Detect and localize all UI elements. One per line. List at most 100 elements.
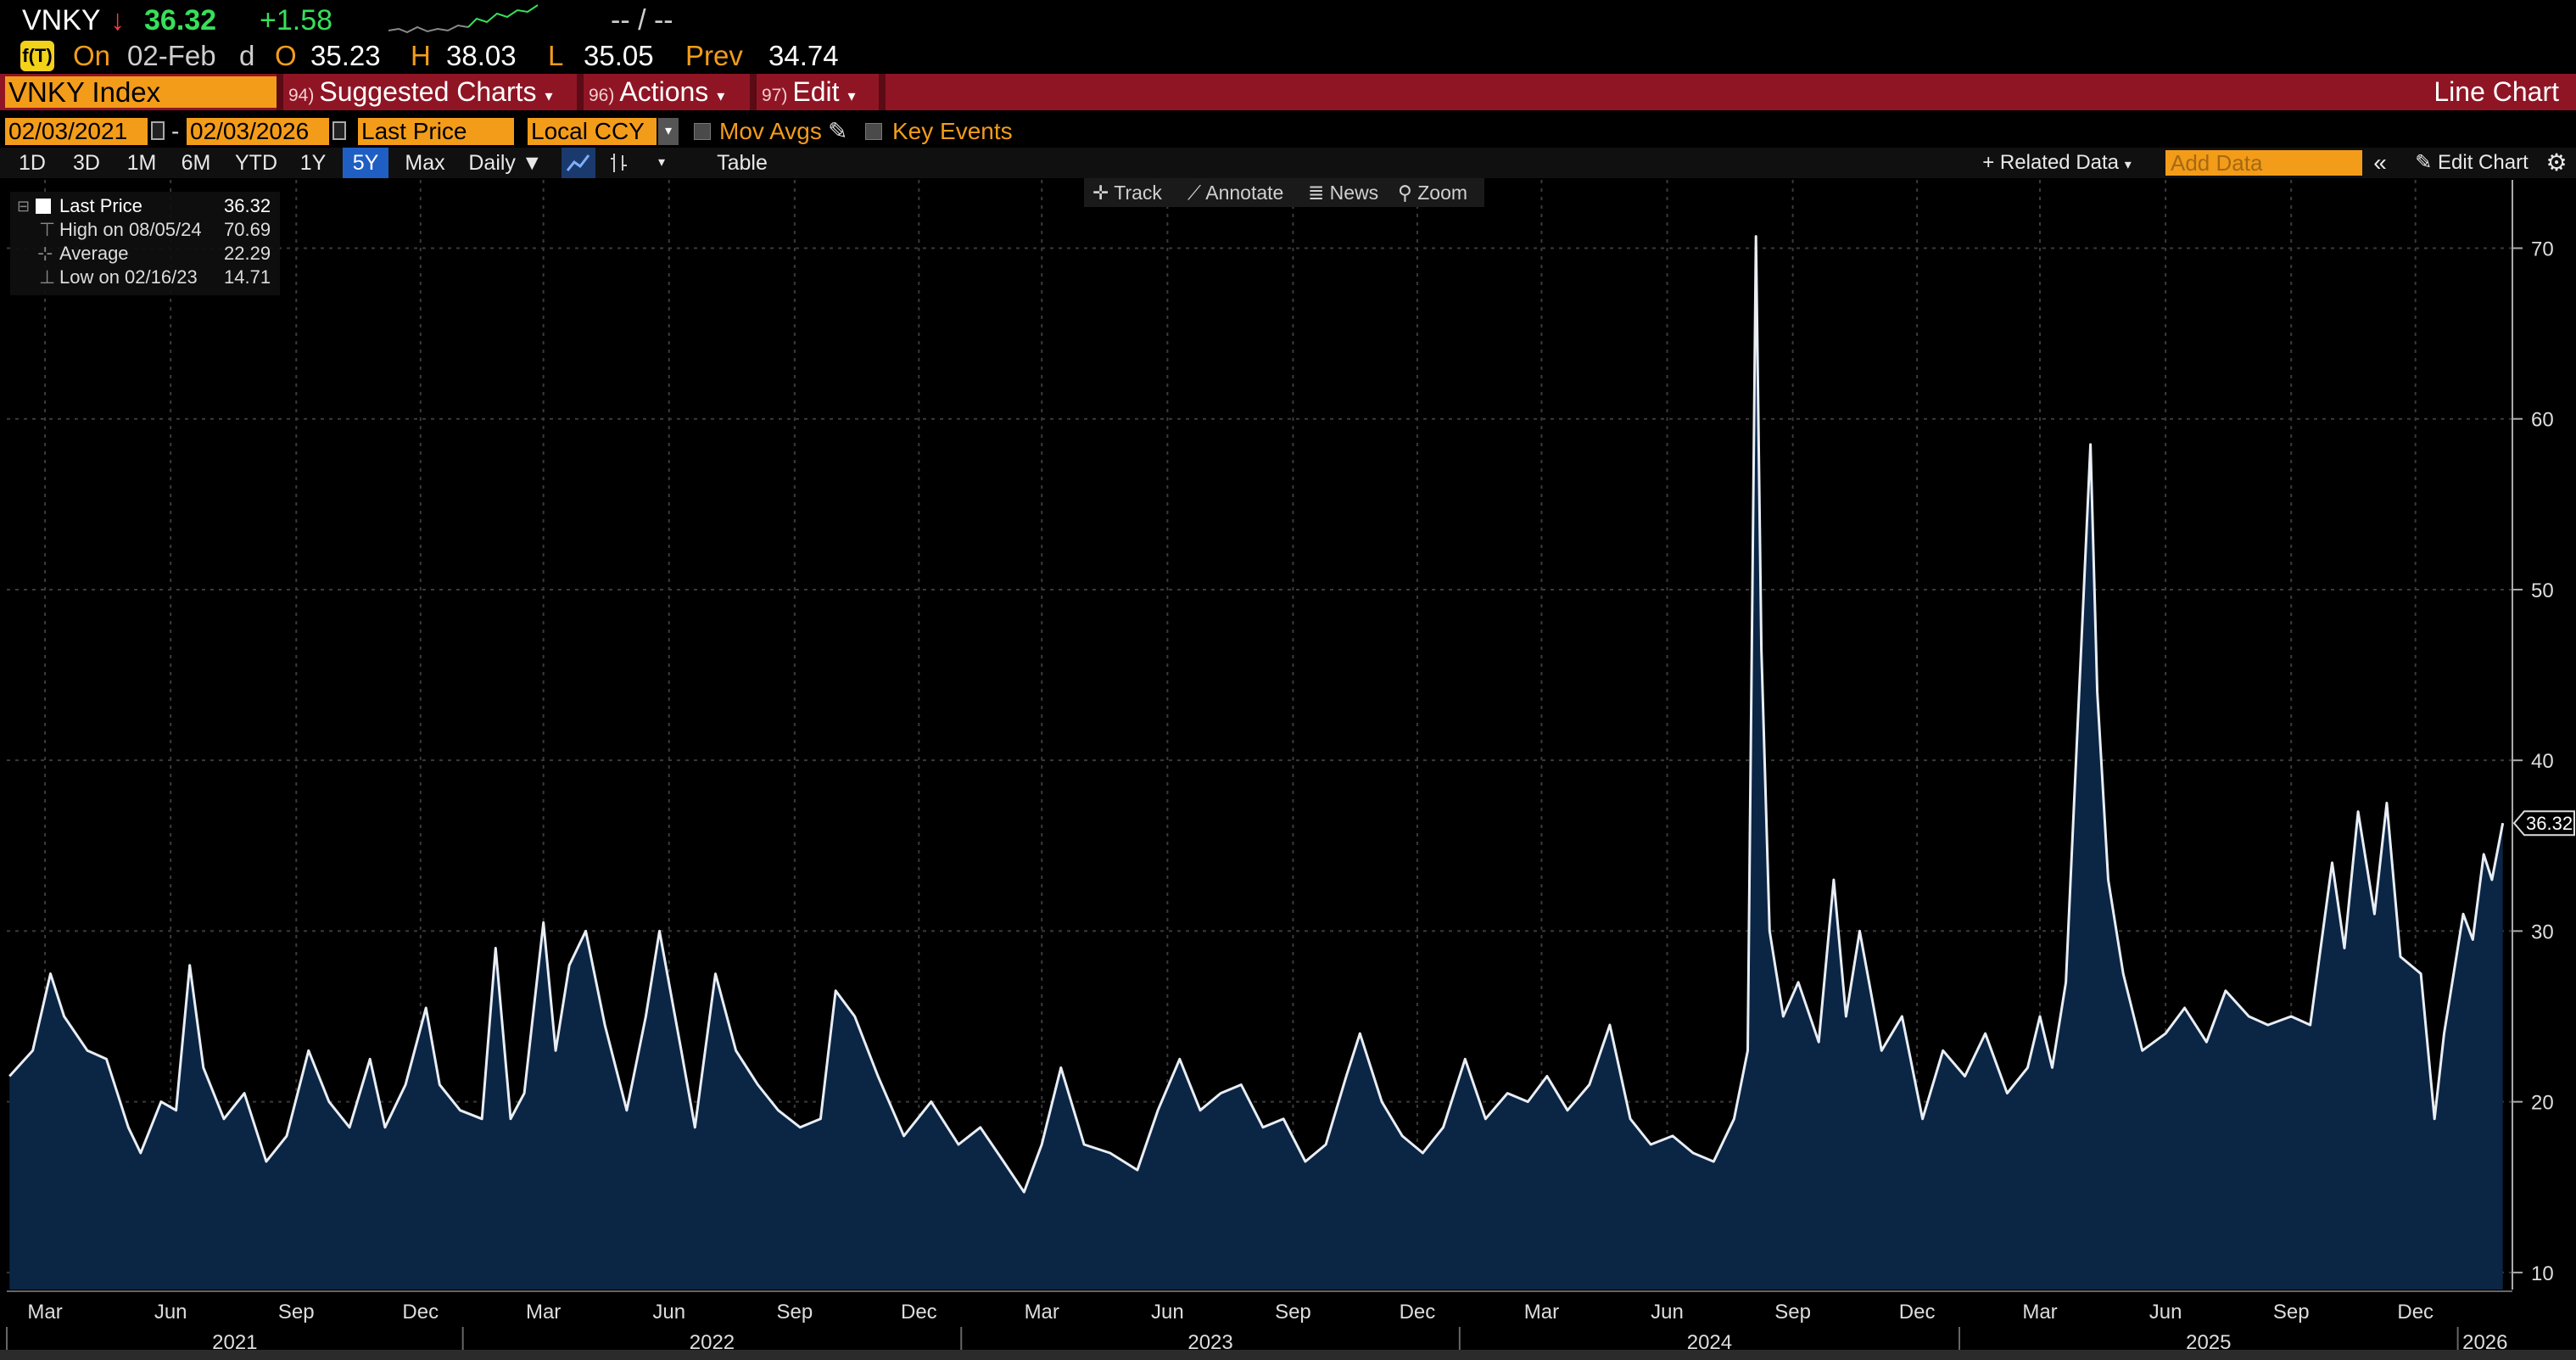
news-icon: ≣ (1308, 182, 1325, 204)
chart-style-dropdown-icon[interactable]: ▾ (657, 155, 666, 170)
end-date-input[interactable]: 02/03/2026 (187, 118, 329, 145)
security-field[interactable]: VNKY Index (5, 76, 277, 108)
edit-chart-button[interactable]: ✎ Edit Chart (2404, 148, 2540, 178)
track-tool[interactable]: ✛ Track (1092, 178, 1162, 207)
y-tick-label: 50 (2531, 579, 2554, 602)
legend-low-label: Low on 02/16/23 (59, 266, 198, 288)
chart-tools: ✛ Track ⟋ Annotate ≣ News ⚲ Zoom (1084, 178, 1484, 207)
annotate-label: Annotate (1205, 182, 1284, 204)
x-tick-label: Sep (2273, 1301, 2310, 1324)
x-tick-label: Mar (2022, 1301, 2057, 1324)
y-tick-label: 60 (2531, 409, 2554, 432)
range-ytd-button[interactable]: YTD (235, 151, 277, 175)
gear-icon[interactable]: ⚙ (2545, 149, 2568, 176)
caret-down-icon: ▾ (717, 87, 725, 104)
range-1m-button[interactable]: 1M (126, 151, 157, 175)
menu-number: 96) (589, 86, 615, 105)
annotate-tool[interactable]: ⟋ Annotate (1187, 178, 1283, 207)
x-tick-label: Jun (652, 1301, 685, 1324)
ohlc-date: 02-Feb (127, 40, 216, 71)
y-tick-label: 70 (2531, 238, 2554, 260)
status-strip (0, 1350, 2576, 1360)
caret-down-icon: ▾ (545, 87, 553, 104)
currency-select[interactable]: Local CCY (528, 118, 657, 145)
last-value-label: 36.32 (2526, 813, 2573, 834)
bar-chart-icon[interactable] (602, 148, 636, 178)
crosshair-icon: ✛ (1092, 182, 1109, 204)
last-price: 36.32 (144, 4, 217, 36)
collapse-icon[interactable]: « (2373, 149, 2387, 176)
field-select[interactable]: Last Price (358, 118, 514, 145)
pencil-icon[interactable]: ✎ (828, 118, 848, 144)
x-tick-label: Dec (1400, 1301, 1436, 1324)
add-data-input[interactable]: Add Data (2165, 150, 2362, 176)
price-area (9, 236, 2503, 1290)
range-3d-button[interactable]: 3D (73, 151, 100, 175)
down-arrow-icon: ↓ (110, 4, 125, 36)
menu-label: Actions (619, 76, 709, 107)
net-change: +1.58 (260, 4, 333, 36)
actions-menu[interactable]: 96) Actions ▾ (589, 74, 724, 110)
ticker[interactable]: VNKY (22, 4, 101, 36)
toolbar-divider (577, 74, 584, 110)
range-1d-button[interactable]: 1D (19, 151, 46, 175)
edit-chart-label: Edit Chart (2438, 151, 2529, 174)
sparkline-icon (388, 4, 539, 34)
legend-last-price-label: Last Price (59, 195, 142, 216)
high-value: 38.03 (446, 40, 517, 71)
legend-average-label: Average (59, 243, 129, 264)
on-label: On (73, 40, 111, 71)
calendar-icon[interactable] (332, 121, 346, 140)
range-1y-button[interactable]: 1Y (299, 151, 327, 175)
line-chart-icon[interactable] (562, 148, 595, 178)
related-data-button[interactable]: + Related Data ▾ (1968, 148, 2146, 178)
price-line (8, 235, 2505, 1194)
x-tick-label: Jun (2149, 1301, 2182, 1324)
y-tick-label: 30 (2531, 921, 2554, 943)
magnifier-icon: ⚲ (1398, 182, 1412, 204)
caret-down-icon: ▾ (2124, 158, 2132, 172)
chart-settings-row: 02/03/2021 - 02/03/2026 Last Price Local… (0, 116, 2576, 147)
collapse-tree-icon[interactable]: ⊟ (17, 198, 31, 215)
info-badge-icon[interactable]: f(T) (20, 41, 54, 71)
x-tick-label: Dec (402, 1301, 439, 1324)
news-tool[interactable]: ≣ News (1308, 178, 1378, 207)
open-value: 35.23 (310, 40, 381, 71)
range-6m-button[interactable]: 6M (181, 151, 211, 175)
caret-down-icon: ▾ (847, 87, 856, 104)
x-tick-label: Jun (1651, 1301, 1684, 1324)
x-tick-label: Sep (278, 1301, 315, 1324)
prev-label: Prev (685, 40, 743, 71)
edit-menu[interactable]: 97) Edit ▾ (762, 74, 856, 110)
key-events-checkbox[interactable] (865, 123, 882, 140)
pencil-icon: ⟋ (1187, 182, 1202, 204)
track-label: Track (1114, 182, 1162, 204)
series-color-swatch (36, 199, 51, 214)
currency-dropdown-icon[interactable]: ▾ (658, 118, 679, 145)
y-axis: 10 20 30 40 50 60 70 (2512, 180, 2554, 1290)
y-tick-label: 10 (2531, 1262, 2554, 1285)
range-max-button[interactable]: Max (405, 151, 445, 175)
x-tick-label: Sep (777, 1301, 813, 1324)
range-5y-button[interactable]: 5Y (343, 148, 388, 178)
mov-avgs-label: Mov Avgs (719, 118, 822, 144)
periodicity-select[interactable]: Daily ▼ (468, 151, 543, 175)
pencil-icon: ✎ (2415, 151, 2433, 174)
table-button[interactable]: Table (717, 151, 768, 175)
x-tick-label: Mar (1025, 1301, 1059, 1324)
calendar-icon[interactable] (151, 121, 165, 140)
y-tick-label: 20 (2531, 1092, 2554, 1115)
x-tick-label: Dec (1899, 1301, 1936, 1324)
mov-avgs-checkbox[interactable] (694, 123, 711, 140)
zoom-tool[interactable]: ⚲ Zoom (1398, 178, 1467, 207)
prev-value: 34.74 (768, 40, 839, 71)
low-marker-icon: ⊥ (39, 266, 56, 288)
start-date-input[interactable]: 02/03/2021 (5, 118, 148, 145)
quote-line: VNKY ↓ 36.32 +1.58 -- / -- (0, 0, 2576, 39)
ohlc-line: f(T) On 02-Feb d O 35.23 H 38.03 L 35.05… (0, 39, 2576, 73)
high-marker-icon: ⊤ (39, 219, 56, 240)
average-marker-icon: ⊹ (37, 243, 53, 264)
suggested-charts-menu[interactable]: 94) Suggested Charts ▾ (288, 74, 553, 110)
x-axis: Mar Jun Sep Dec Mar Jun Sep Dec Mar Jun Sep Dec Mar J… (6, 1290, 2512, 1354)
